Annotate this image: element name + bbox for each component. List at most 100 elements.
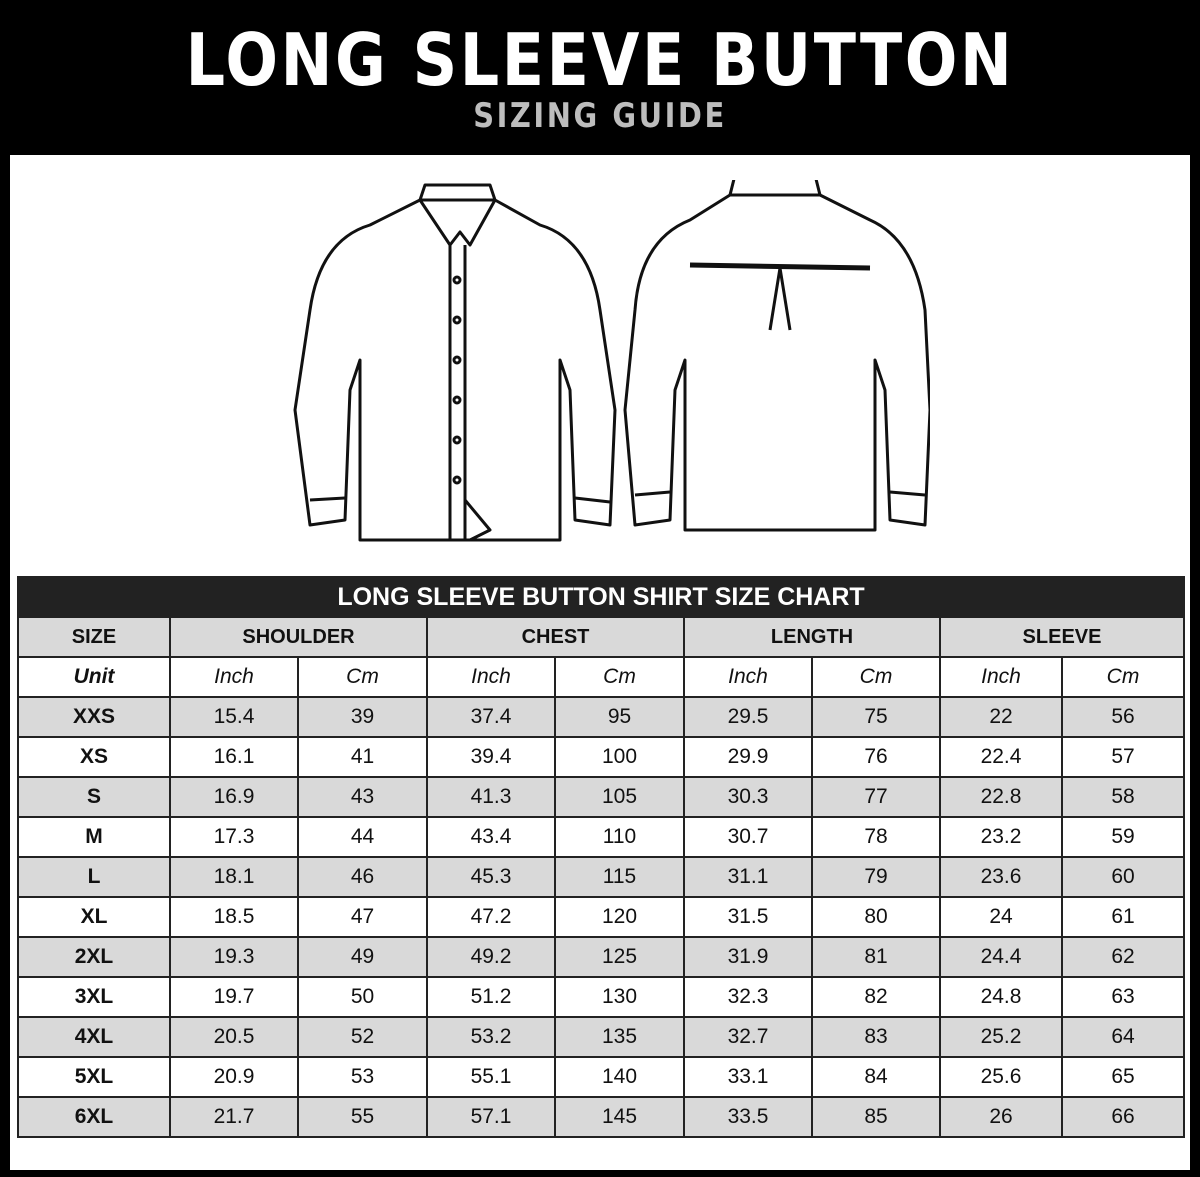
measurement-cell: 24 [939,896,1063,938]
measurement-cell: 53.2 [426,1016,556,1058]
measurement-cell: 39 [297,696,428,738]
table-row: XL 18.5 47 47.2 120 31.5 80 24 61 [17,896,1186,938]
measurement-cell: 77 [811,776,941,818]
measurement-cell: 29.5 [683,696,813,738]
measurement-cell: 33.5 [683,1096,813,1138]
measurement-cell: 140 [554,1056,685,1098]
measurement-cell: 23.2 [939,816,1063,858]
measurement-cell: 83 [811,1016,941,1058]
unit-cell: Cm [297,656,428,698]
measurement-cell: 120 [554,896,685,938]
unit-cell: Inch [939,656,1063,698]
measurement-cell: 55.1 [426,1056,556,1098]
measurement-cell: 31.5 [683,896,813,938]
measurement-cell: 110 [554,816,685,858]
measurement-cell: 64 [1060,1016,1186,1058]
measurement-cell: 47 [297,896,428,938]
measurement-cell: 130 [554,976,685,1018]
header-length: LENGTH [683,616,941,658]
measurement-cell: 33.1 [683,1056,813,1098]
group-header-row: SIZE SHOULDER CHEST LENGTH SLEEVE [17,616,1186,658]
table-row: XXS 15.4 39 37.4 95 29.5 75 22 56 [17,696,1186,738]
unit-cell: Cm [554,656,685,698]
measurement-cell: 18.5 [169,896,299,938]
measurement-cell: 53 [297,1056,428,1098]
measurement-cell: 21.7 [169,1096,299,1138]
header-sleeve: SLEEVE [938,616,1186,658]
measurement-cell: 60 [1060,856,1186,898]
shirt-illustration [293,180,930,542]
measurement-cell: 18.1 [169,856,299,898]
measurement-cell: 75 [811,696,941,738]
measurement-cell: 52 [297,1016,428,1058]
table-row: S 16.9 43 41.3 105 30.3 77 22.8 58 [17,776,1186,818]
header-shoulder: SHOULDER [169,616,428,658]
measurement-cell: 41.3 [426,776,556,818]
measurement-cell: 16.9 [169,776,299,818]
measurement-cell: 22 [939,696,1063,738]
header: LONG SLEEVE BUTTON SIZING GUIDE [0,0,1200,155]
measurement-cell: 78 [811,816,941,858]
measurement-cell: 19.7 [169,976,299,1018]
measurement-cell: 20.9 [169,1056,299,1098]
measurement-cell: 26 [939,1096,1063,1138]
unit-row: Unit Inch Cm Inch Cm Inch Cm Inch Cm [17,656,1186,698]
measurement-cell: 31.1 [683,856,813,898]
measurement-cell: 57.1 [426,1096,556,1138]
size-label: L [17,856,171,898]
measurement-cell: 55 [297,1096,428,1138]
size-label: S [17,776,171,818]
measurement-cell: 57 [1060,736,1186,778]
header-chest: CHEST [426,616,685,658]
measurement-cell: 79 [811,856,941,898]
measurement-cell: 22.8 [939,776,1063,818]
header-size: SIZE [17,616,171,658]
measurement-cell: 46 [297,856,428,898]
measurement-cell: 63 [1060,976,1186,1018]
measurement-cell: 47.2 [426,896,556,938]
size-label: M [17,816,171,858]
size-label: 3XL [17,976,171,1018]
content-panel: LONG SLEEVE BUTTON SHIRT SIZE CHART SIZE… [10,155,1190,1170]
measurement-cell: 20.5 [169,1016,299,1058]
measurement-cell: 41 [297,736,428,778]
table-row: 2XL 19.3 49 49.2 125 31.9 81 24.4 62 [17,936,1186,978]
measurement-cell: 31.9 [683,936,813,978]
measurement-cell: 61 [1060,896,1186,938]
measurement-cell: 49 [297,936,428,978]
measurement-cell: 22.4 [939,736,1063,778]
measurement-cell: 49.2 [426,936,556,978]
measurement-cell: 76 [811,736,941,778]
measurement-cell: 16.1 [169,736,299,778]
measurement-cell: 24.4 [939,936,1063,978]
measurement-cell: 56 [1060,696,1186,738]
measurement-cell: 32.3 [683,976,813,1018]
unit-cell: Unit [17,656,171,698]
measurement-cell: 100 [554,736,685,778]
size-label: 2XL [17,936,171,978]
measurement-cell: 62 [1060,936,1186,978]
unit-cell: Inch [683,656,813,698]
table-caption: LONG SLEEVE BUTTON SHIRT SIZE CHART [16,576,1186,618]
measurement-cell: 115 [554,856,685,898]
size-label: 6XL [17,1096,171,1138]
measurement-cell: 58 [1060,776,1186,818]
measurement-cell: 66 [1060,1096,1186,1138]
unit-cell: Cm [811,656,941,698]
table-row: 6XL 21.7 55 57.1 145 33.5 85 26 66 [17,1096,1186,1138]
measurement-cell: 125 [554,936,685,978]
measurement-cell: 80 [811,896,941,938]
measurement-cell: 50 [297,976,428,1018]
size-label: XL [17,896,171,938]
measurement-cell: 135 [554,1016,685,1058]
size-label: XXS [17,696,171,738]
page-title: LONG SLEEVE BUTTON [185,18,1015,102]
measurement-cell: 84 [811,1056,941,1098]
shirt-back-icon [623,180,930,532]
shirt-front-icon [293,183,617,542]
size-label: 4XL [17,1016,171,1058]
measurement-cell: 25.2 [939,1016,1063,1058]
table-row: XS 16.1 41 39.4 100 29.9 76 22.4 57 [17,736,1186,778]
table-row: M 17.3 44 43.4 110 30.7 78 23.2 59 [17,816,1186,858]
measurement-cell: 15.4 [169,696,299,738]
